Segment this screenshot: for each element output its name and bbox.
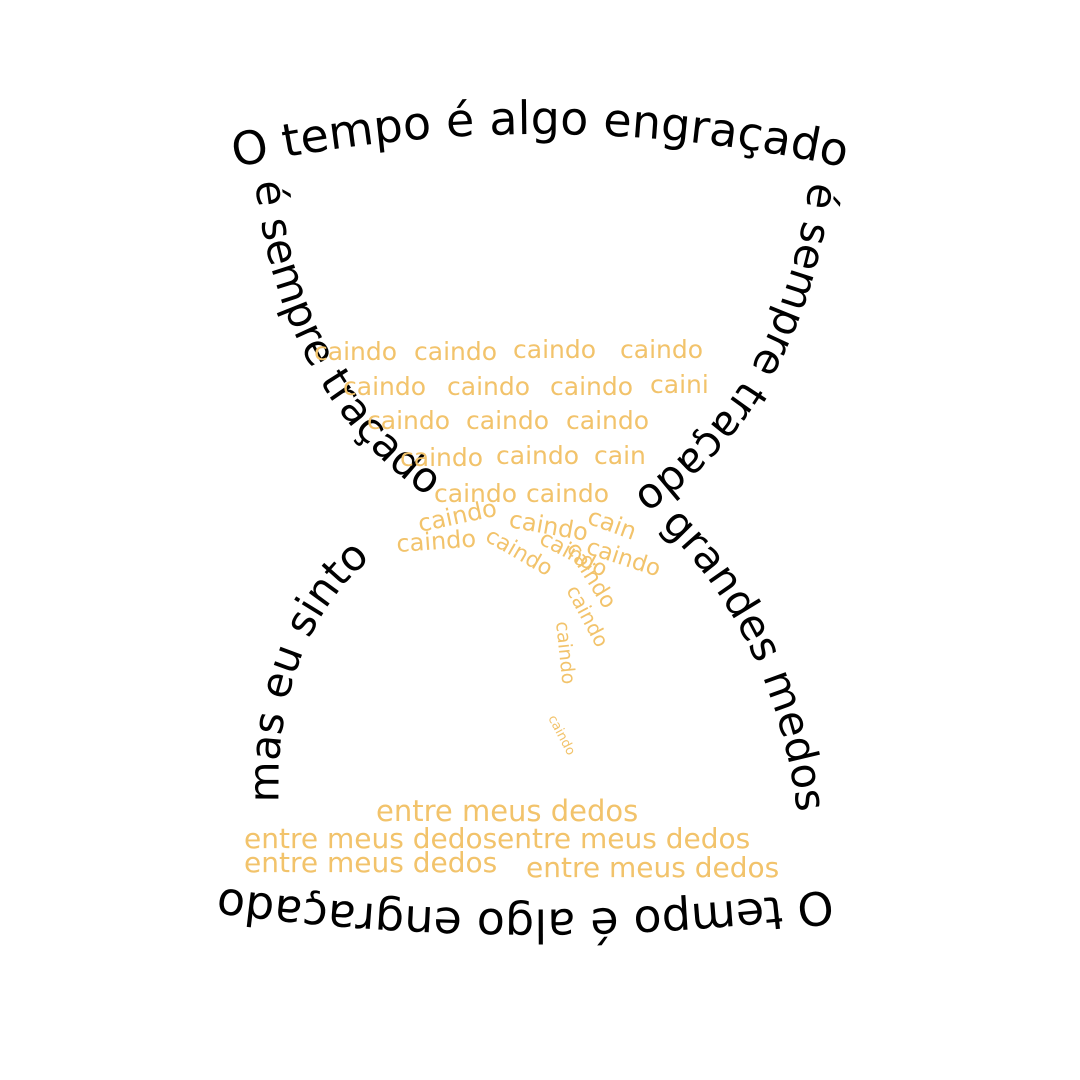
sand-word: caini [650,370,709,399]
sand-word: caindo [367,406,450,435]
sand-word: caindo [447,372,530,401]
bottom-sand-pile: entre meus dedos entre meus dedos entre … [244,794,779,884]
bottom-line: O tempo é algo engraçado [213,877,837,952]
left-lower-text: mas eu sinto [239,530,377,803]
sand-word: cain [594,441,646,470]
pile-phrase: entre meus dedos [526,851,779,884]
sand-word: caindo [395,524,476,557]
sand-word: caindo [414,337,497,366]
bottom-line-text: O tempo é algo engraçado [213,877,837,952]
pile-phrase: entre meus dedos [376,794,638,828]
sand-word: caindo [496,441,579,470]
right-lower-text: grandes medos [653,497,836,814]
sand-word: caindo [314,337,397,366]
right-lower-line: grandes medos [653,497,836,814]
sand-word: caindo [544,713,578,758]
sand-word: caindo [526,479,609,508]
pile-phrase: entre meus dedos [497,822,750,855]
sand-word: caindo [434,479,517,508]
sand-word: caindo [550,372,633,401]
sand-word: caindo [466,406,549,435]
pile-phrase: entre meus dedos [244,846,497,879]
left-lower-line: mas eu sinto [239,530,377,803]
sand-word: caindo [551,620,579,685]
top-line: O tempo é algo engraçado [226,91,853,178]
neck-sand: caindo caindo cain caindo caindo caindo … [395,494,663,758]
sand-word: caindo [566,406,649,435]
pile-phrase: entre meus dedos [244,822,497,855]
sand-word: caindo [343,372,426,401]
upper-sand: caindo caindo caindo caindo caindo caind… [314,335,709,508]
sand-word: caindo [400,443,483,472]
top-line-text: O tempo é algo engraçado [226,91,853,178]
sand-word: caindo [513,335,596,364]
sand-word: caindo [620,335,703,364]
